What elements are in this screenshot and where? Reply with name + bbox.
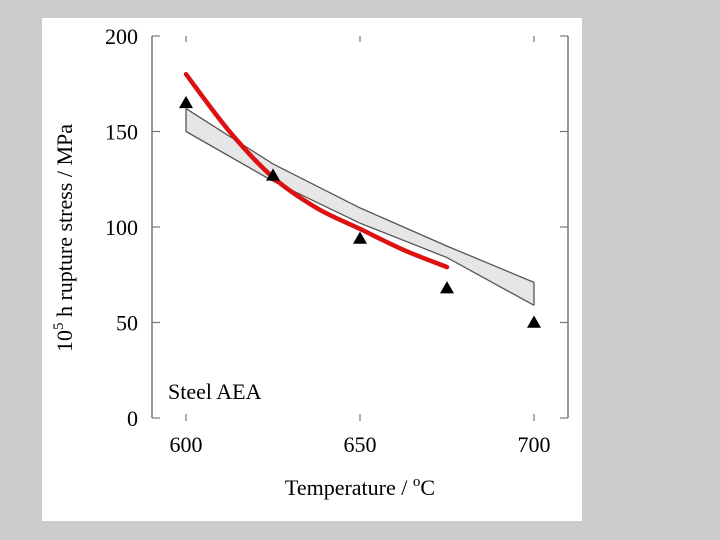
band-fill <box>186 108 534 306</box>
data-point-600 <box>179 95 193 109</box>
tick-labels: 0 50 100 150 200 600 650 700 <box>105 24 551 457</box>
x-axis-label: Temperature / oC <box>285 474 435 500</box>
band-lower-edge <box>185 130 535 306</box>
x-axis-label-unit: C <box>420 475 435 500</box>
x-axis-label-sup: o <box>413 474 421 490</box>
y-tick-label-200: 200 <box>105 24 138 49</box>
y-axis-label: 105 h rupture stress / MPa <box>51 124 77 352</box>
fit-curve-line <box>183 71 450 270</box>
y-tick-label-0: 0 <box>127 406 138 431</box>
y-axis-label-pre: 10 <box>52 330 77 352</box>
chart-card: 0 50 100 150 200 600 650 700 Steel AEA Temperat… <box>42 18 582 521</box>
fit-curve <box>183 71 450 270</box>
x-axis-label-main: Temperature / <box>285 475 413 500</box>
ticks <box>152 35 568 421</box>
scatter-band <box>185 108 535 306</box>
y-tick-label-100: 100 <box>105 215 138 240</box>
y-tick-label-50: 50 <box>116 311 138 336</box>
rupture-stress-chart: 0 50 100 150 200 600 650 700 Steel AEA Temperat… <box>51 24 569 500</box>
data-point-625 <box>266 168 280 181</box>
band-upper-edge <box>185 108 535 283</box>
y-axis-label-sup: 5 <box>51 323 67 331</box>
y-tick-label-150: 150 <box>105 120 138 145</box>
data-point-700 <box>527 315 541 328</box>
x-tick-label-600: 600 <box>170 432 203 457</box>
x-tick-label-700: 700 <box>518 432 551 457</box>
x-tick-label-650: 650 <box>344 432 377 457</box>
data-point-650 <box>353 231 367 244</box>
data-point-675 <box>440 281 454 294</box>
y-axis-label-main: h rupture stress / MPa <box>52 124 77 323</box>
steel-label: Steel AEA <box>168 379 262 404</box>
data-points <box>179 95 541 328</box>
